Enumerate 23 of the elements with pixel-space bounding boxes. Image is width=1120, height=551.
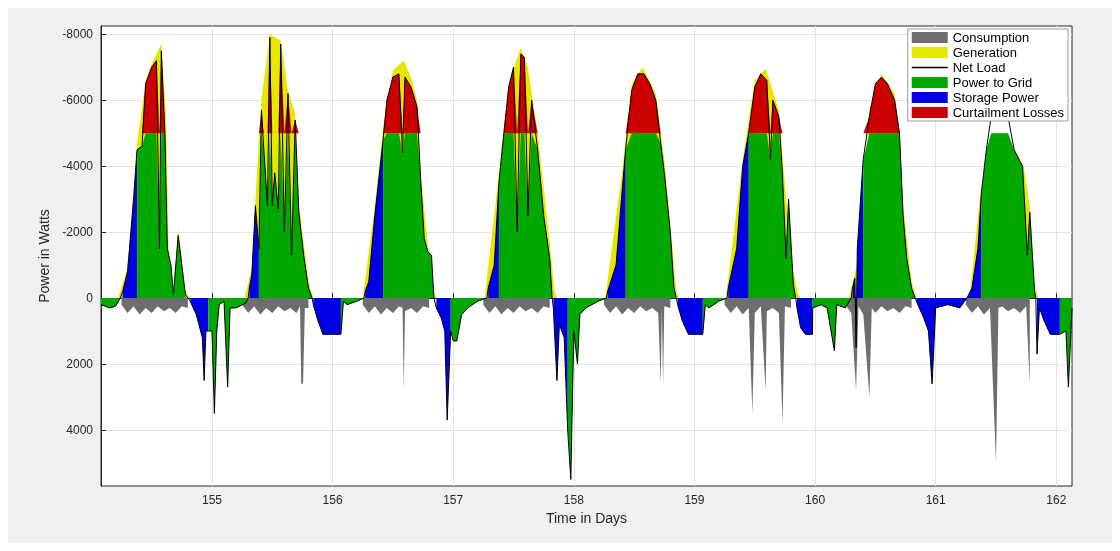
x-tick-label: 158: [563, 493, 585, 507]
x-tick-label: 157: [443, 493, 464, 507]
y-tick-label: -2000: [62, 225, 94, 240]
x-tick-label: 159: [684, 493, 705, 507]
y-axis-title: Power in Watts: [36, 209, 53, 303]
x-axis-title: Time in Days: [545, 509, 628, 526]
legend-label: Generation: [952, 45, 1018, 60]
x-tick-label: 162: [1046, 493, 1067, 507]
y-tick-label: -6000: [62, 93, 94, 108]
y-tick-label: 0: [86, 291, 94, 306]
y-tick-label: 4000: [66, 422, 94, 437]
legend-label: Power to Grid: [952, 75, 1033, 90]
x-tick-label: 156: [322, 493, 343, 507]
x-tick-label: 160: [805, 493, 826, 507]
x-tick-label: 155: [201, 493, 223, 507]
legend-label: Net Load: [952, 60, 1006, 75]
x-tick-label: 161: [925, 493, 947, 507]
legend-label: Curtailment Losses: [952, 105, 1065, 120]
y-tick-label: 2000: [66, 356, 94, 371]
legend-label: Consumption: [952, 30, 1030, 45]
y-tick-label: -4000: [62, 159, 94, 174]
y-tick-label: -8000: [62, 27, 94, 42]
legend-label: Storage Power: [952, 90, 1040, 105]
